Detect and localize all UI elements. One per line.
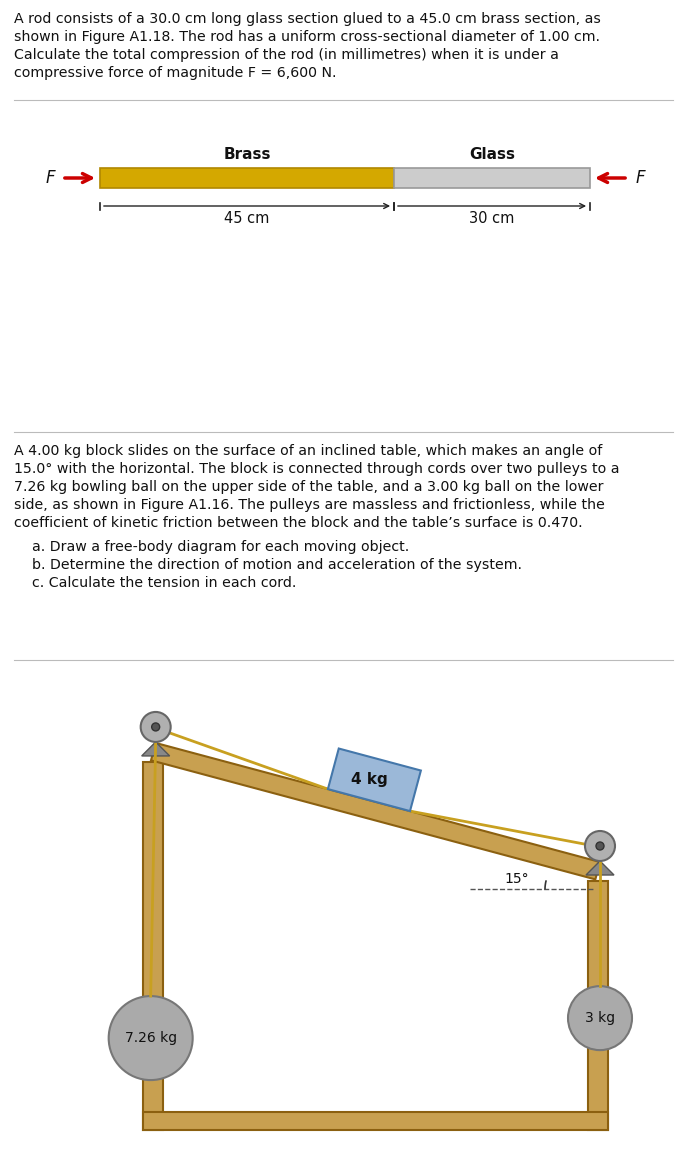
Text: b. Determine the direction of motion and acceleration of the system.: b. Determine the direction of motion and… (32, 558, 522, 572)
Text: 3 kg: 3 kg (585, 1011, 615, 1025)
Bar (144, 1112, 608, 1129)
Polygon shape (151, 743, 600, 879)
Text: compressive force of magnitude F = 6,600 N.: compressive force of magnitude F = 6,600… (14, 65, 337, 80)
Text: 45 cm: 45 cm (225, 211, 270, 226)
Text: coefficient of kinetic friction between the block and the table’s surface is 0.4: coefficient of kinetic friction between … (14, 516, 583, 530)
Text: Brass: Brass (223, 147, 271, 162)
Text: 7.26 kg: 7.26 kg (124, 1031, 177, 1046)
Circle shape (152, 723, 159, 731)
Text: F: F (635, 169, 645, 187)
Text: 4 kg: 4 kg (350, 772, 387, 787)
Text: A rod consists of a 30.0 cm long glass section glued to a 45.0 cm brass section,: A rod consists of a 30.0 cm long glass s… (14, 11, 601, 26)
Circle shape (141, 712, 170, 742)
Text: c. Calculate the tension in each cord.: c. Calculate the tension in each cord. (32, 576, 296, 589)
Circle shape (568, 986, 632, 1050)
Text: A 4.00 kg block slides on the surface of an inclined table, which makes an angle: A 4.00 kg block slides on the surface of… (14, 444, 602, 458)
Bar (587, 881, 608, 1129)
Bar (144, 762, 164, 1129)
Circle shape (585, 831, 615, 861)
Polygon shape (586, 861, 614, 876)
Text: 15.0° with the horizontal. The block is connected through cords over two pulleys: 15.0° with the horizontal. The block is … (14, 462, 620, 476)
Circle shape (109, 996, 192, 1080)
Text: side, as shown in Figure A1.16. The pulleys are massless and frictionless, while: side, as shown in Figure A1.16. The pull… (14, 498, 605, 512)
Text: shown in Figure A1.18. The rod has a uniform cross-sectional diameter of 1.00 cm: shown in Figure A1.18. The rod has a uni… (14, 30, 600, 44)
Text: 15°: 15° (505, 872, 529, 886)
Bar (394, 168, 590, 188)
Text: a. Draw a free-body diagram for each moving object.: a. Draw a free-body diagram for each mov… (32, 540, 409, 554)
Text: Calculate the total compression of the rod (in millimetres) when it is under a: Calculate the total compression of the r… (14, 48, 559, 62)
Bar (100, 168, 394, 188)
Text: 30 cm: 30 cm (469, 211, 515, 226)
Text: Glass: Glass (469, 147, 515, 162)
Circle shape (596, 842, 604, 850)
Polygon shape (142, 742, 170, 756)
Text: 7.26 kg bowling ball on the upper side of the table, and a 3.00 kg ball on the l: 7.26 kg bowling ball on the upper side o… (14, 480, 603, 494)
Text: F: F (45, 169, 55, 187)
Polygon shape (328, 748, 421, 811)
